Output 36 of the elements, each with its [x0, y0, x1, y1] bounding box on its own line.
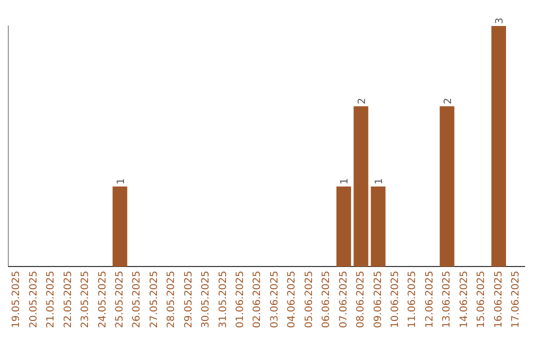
data-label: 2 [443, 98, 454, 104]
x-tick-label: 29.05.2025 [183, 270, 194, 328]
x-tick-label: 14.06.2025 [458, 270, 470, 328]
data-label: 1 [374, 178, 386, 184]
x-tick-label: 28.05.2025 [166, 270, 178, 328]
x-tick-label: 03.06.2025 [269, 270, 280, 328]
x-tick-label: 11.06.2025 [407, 270, 418, 328]
x-tick-label: 16.06.2025 [493, 270, 504, 328]
x-tick-label: 24.05.2025 [97, 270, 108, 328]
x-tick-label: 04.06.2025 [286, 270, 298, 328]
x-tick-label: 05.06.2025 [304, 270, 315, 328]
x-tick-label: 06.06.2025 [321, 270, 332, 328]
x-tick-label: 17.06.2025 [510, 270, 522, 328]
x-tick-label: 07.06.2025 [338, 270, 350, 328]
x-tick-label: 27.05.2025 [148, 270, 160, 328]
data-label: 1 [340, 178, 351, 184]
x-tick-label: 09.06.2025 [372, 270, 384, 328]
x-tick-label: 22.05.2025 [62, 270, 74, 328]
x-tick-label: 12.06.2025 [424, 270, 436, 328]
data-label: 1 [116, 178, 127, 184]
x-tick-label: 10.06.2025 [390, 270, 401, 328]
x-tick-label: 19.05.2025 [11, 270, 22, 328]
x-tick-label: 20.05.2025 [28, 270, 40, 328]
x-tick-label: 21.05.2025 [46, 270, 57, 328]
x-tick-label: 25.05.2025 [114, 270, 126, 328]
x-tick-label: 02.06.2025 [252, 270, 264, 328]
x-tick-label: 13.06.2025 [442, 270, 453, 328]
x-tick-label: 31.05.2025 [218, 270, 229, 328]
data-label: 3 [494, 18, 506, 24]
data-label: 2 [356, 98, 368, 104]
x-tick-label: 15.06.2025 [476, 270, 488, 328]
x-tick-label: 08.06.2025 [356, 270, 367, 328]
x-tick-label: 01.06.2025 [235, 270, 246, 328]
x-tick-label: 26.05.2025 [132, 270, 143, 328]
x-tick-label: 30.05.2025 [200, 270, 212, 328]
x-tick-label: 23.05.2025 [80, 270, 92, 328]
